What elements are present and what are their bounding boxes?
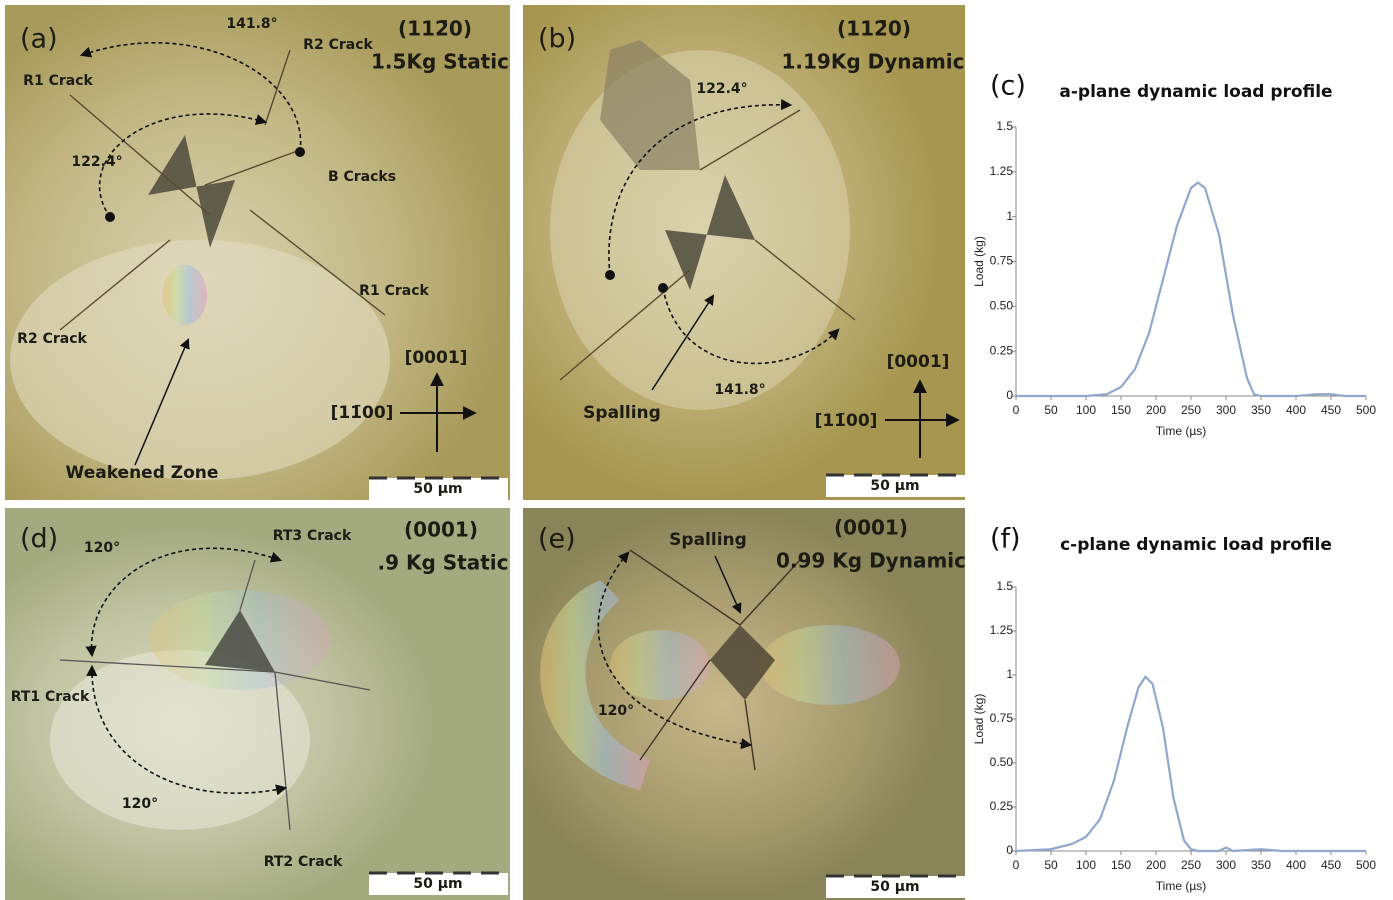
y-tick-label: 0.75 xyxy=(990,711,1014,725)
x-tick-label: 0 xyxy=(1013,858,1020,872)
scale-bar-label: 50 µm xyxy=(870,478,919,494)
y-tick-label: 1.25 xyxy=(990,623,1014,637)
load: .9 Kg Static xyxy=(378,551,509,575)
x-tick-label: 400 xyxy=(1286,858,1306,872)
x-tick-label: 300 xyxy=(1216,858,1236,872)
orientation: (112̄0) xyxy=(837,17,911,41)
orientation: (112̄0) xyxy=(398,17,472,41)
angle: 122.4° xyxy=(71,154,122,170)
y-tick-label: 0.25 xyxy=(990,343,1014,357)
panel-label: (f) xyxy=(990,524,1021,555)
x-tick-label: 200 xyxy=(1146,858,1166,872)
crack-label: R2 Crack xyxy=(303,37,373,53)
y-tick-label: 0 xyxy=(1006,388,1013,402)
x-tick-label: 0 xyxy=(1013,403,1020,417)
x-tick-label: 500 xyxy=(1356,858,1376,872)
crack-label: RT2 Crack xyxy=(264,854,343,870)
x-tick-label: 250 xyxy=(1181,858,1201,872)
y-tick-label: 0.50 xyxy=(990,755,1014,769)
load: 1.5Kg Static xyxy=(371,50,509,74)
angle: 120° xyxy=(84,540,120,556)
x-tick-label: 450 xyxy=(1321,858,1341,872)
x-tick-label: 200 xyxy=(1146,403,1166,417)
chart-title: c-plane dynamic load profile xyxy=(1060,535,1332,555)
crack-label: R2 Crack xyxy=(17,331,87,347)
direction: [11̄00] xyxy=(815,411,878,431)
y-tick-label: 1 xyxy=(1006,209,1013,223)
x-axis-title: Time (µs) xyxy=(1156,879,1206,893)
x-tick-label: 100 xyxy=(1076,403,1096,417)
crack-label: RT3 Crack xyxy=(273,528,352,544)
x-tick-label: 50 xyxy=(1044,403,1058,417)
chart-title: a-plane dynamic load profile xyxy=(1059,82,1332,102)
angle: 120° xyxy=(598,703,634,719)
direction: [11̄00] xyxy=(331,403,394,423)
y-tick-label: 1.25 xyxy=(990,164,1014,178)
load: 0.99 Kg Dynamic xyxy=(776,549,966,573)
panel-label: (d) xyxy=(20,524,58,555)
y-axis-title: Load (kg) xyxy=(972,236,986,287)
figure: (a) (112̄0) 1.5Kg Static 141.8° R2 Crack… xyxy=(0,0,1393,900)
x-tick-label: 300 xyxy=(1216,403,1236,417)
y-tick-label: 1 xyxy=(1006,667,1013,681)
panel-label: (c) xyxy=(990,71,1026,102)
orientation: (0001) xyxy=(404,518,478,542)
y-tick-label: 0.75 xyxy=(990,254,1014,268)
crack-label: R1 Crack xyxy=(359,283,429,299)
y-axis-title: Load (kg) xyxy=(972,694,986,745)
angle: 120° xyxy=(122,796,158,812)
load: 1.19Kg Dynamic xyxy=(781,50,964,74)
angle: 141.8° xyxy=(714,382,765,398)
direction: [0001] xyxy=(887,352,950,372)
x-tick-label: 400 xyxy=(1286,403,1306,417)
feature-label: Spalling xyxy=(583,403,661,423)
x-tick-label: 150 xyxy=(1111,403,1131,417)
angle: 141.8° xyxy=(226,16,277,32)
panel-label: (a) xyxy=(20,24,58,55)
crack-label: RT1 Crack xyxy=(11,689,90,705)
crack-label: B Cracks xyxy=(328,169,396,185)
x-tick-label: 100 xyxy=(1076,858,1096,872)
angle: 122.4° xyxy=(696,81,747,97)
y-tick-label: 0 xyxy=(1006,843,1013,857)
x-tick-label: 350 xyxy=(1251,858,1271,872)
micrograph-b xyxy=(523,5,965,500)
x-tick-label: 350 xyxy=(1251,403,1271,417)
orientation: (0001) xyxy=(834,516,908,540)
crack-label: R1 Crack xyxy=(23,73,93,89)
x-axis-title: Time (µs) xyxy=(1156,424,1206,438)
y-tick-label: 0.25 xyxy=(990,799,1014,813)
y-tick-label: 1.5 xyxy=(996,579,1013,593)
x-tick-label: 250 xyxy=(1181,403,1201,417)
x-tick-label: 150 xyxy=(1111,858,1131,872)
x-tick-label: 50 xyxy=(1044,858,1058,872)
zone-label: Weakened Zone xyxy=(66,463,219,483)
scale-bar-label: 50 µm xyxy=(870,879,919,895)
panel-label: (e) xyxy=(538,524,576,555)
scale-bar-label: 50 µm xyxy=(413,876,462,892)
y-tick-label: 0.50 xyxy=(990,299,1014,313)
direction: [0001] xyxy=(405,348,468,368)
y-tick-label: 1.5 xyxy=(996,119,1013,133)
scale-bar-label: 50 µm xyxy=(413,481,462,497)
data-line xyxy=(1016,183,1366,396)
x-tick-label: 500 xyxy=(1356,403,1376,417)
feature-label: Spalling xyxy=(669,530,747,550)
x-tick-label: 450 xyxy=(1321,403,1341,417)
panel-label: (b) xyxy=(538,24,576,55)
data-line xyxy=(1016,677,1366,851)
